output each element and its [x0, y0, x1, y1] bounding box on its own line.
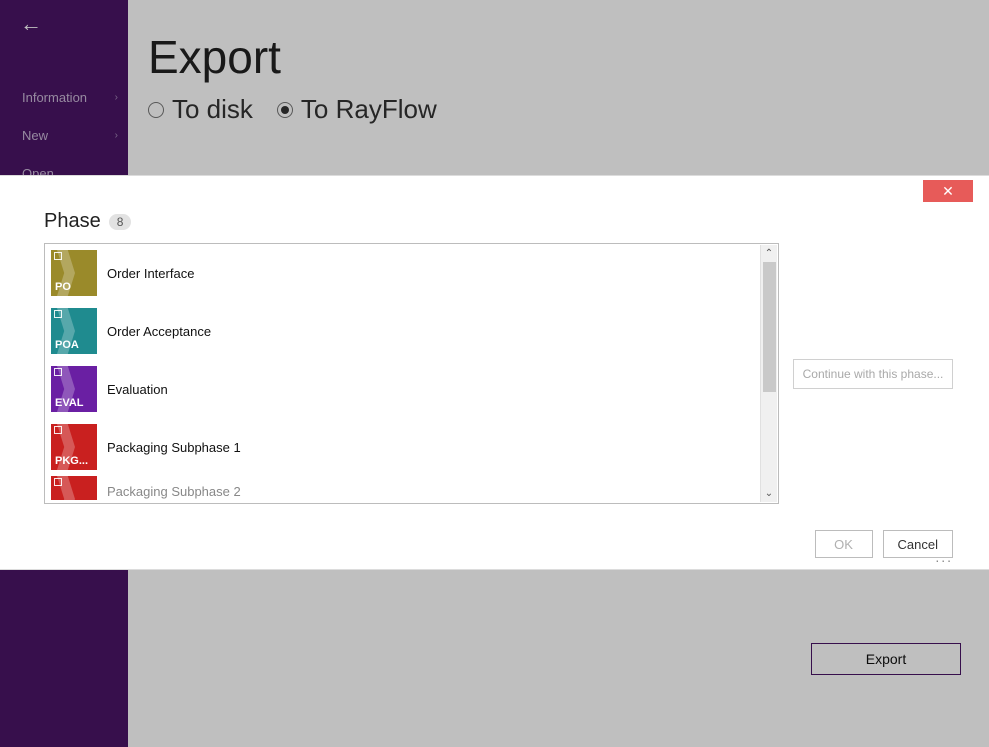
sidebar-item-label: Information [22, 90, 87, 105]
radio-to-rayflow[interactable]: To RayFlow [277, 94, 437, 125]
phase-item-name: Packaging Subphase 2 [107, 484, 241, 499]
scrollbar[interactable]: ⌃ ⌄ [760, 245, 777, 502]
phase-tile-icon: PKG... [51, 424, 97, 470]
overflow-menu-icon[interactable]: ... [935, 549, 953, 565]
scroll-thumb[interactable] [763, 262, 776, 392]
phase-tile-icon: PO [51, 250, 97, 296]
phase-tile-icon [51, 476, 97, 500]
chevron-right-icon: › [115, 130, 118, 141]
sidebar-item-label: New [22, 128, 48, 143]
phase-item-name: Order Interface [107, 266, 194, 281]
phase-tile-icon: POA [51, 308, 97, 354]
export-target-radios: To disk To RayFlow [148, 94, 989, 125]
phase-item-name: Packaging Subphase 1 [107, 440, 241, 455]
phase-tile-icon: EVAL [51, 366, 97, 412]
ok-button[interactable]: OK [815, 530, 873, 558]
scroll-up-button[interactable]: ⌃ [761, 245, 778, 262]
radio-to-disk[interactable]: To disk [148, 94, 253, 125]
radio-icon [148, 102, 164, 118]
phase-list-item[interactable]: Packaging Subphase 2 [45, 476, 778, 503]
scroll-down-button[interactable]: ⌄ [761, 485, 778, 502]
modal-close-button[interactable]: ✕ [923, 180, 973, 202]
phase-tile-code: POA [55, 339, 79, 351]
phase-item-name: Evaluation [107, 382, 168, 397]
radio-label: To RayFlow [301, 94, 437, 125]
sidebar-item-information[interactable]: Information › [0, 78, 128, 116]
chevron-right-icon: › [115, 92, 118, 103]
phase-header: Phase 8 [44, 210, 953, 233]
phase-tile-code: PKG... [55, 455, 88, 467]
page-title: Export [148, 30, 989, 84]
radio-icon [277, 102, 293, 118]
continue-with-phase-button[interactable]: Continue with this phase... [793, 359, 953, 389]
phase-tile-code: PO [55, 281, 71, 293]
phase-item-name: Order Acceptance [107, 324, 211, 339]
phase-list-item[interactable]: PO Order Interface [45, 244, 778, 302]
phase-label: Phase [44, 210, 101, 233]
phase-list-item[interactable]: PKG... Packaging Subphase 1 [45, 418, 778, 476]
back-button[interactable]: ← [0, 0, 128, 48]
phase-list-item[interactable]: EVAL Evaluation [45, 360, 778, 418]
sidebar-item-new[interactable]: New › [0, 116, 128, 154]
phase-list-item[interactable]: POA Order Acceptance [45, 302, 778, 360]
phase-modal: ✕ Phase 8 PO Order Interface POA Order Acce… [0, 175, 989, 570]
phase-tile-code: EVAL [55, 397, 84, 409]
radio-label: To disk [172, 94, 253, 125]
phase-listbox[interactable]: PO Order Interface POA Order Acceptance EVAL… [44, 243, 779, 504]
scroll-track[interactable] [761, 262, 778, 485]
phase-count-badge: 8 [109, 214, 132, 230]
export-button[interactable]: Export [811, 643, 961, 675]
